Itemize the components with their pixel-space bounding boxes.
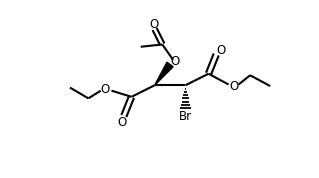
Text: O: O — [216, 44, 226, 57]
Text: O: O — [171, 55, 180, 68]
Text: Br: Br — [179, 110, 192, 123]
Polygon shape — [155, 62, 173, 85]
Text: O: O — [101, 83, 110, 96]
Text: O: O — [229, 80, 239, 93]
Text: O: O — [149, 18, 159, 31]
Text: O: O — [118, 116, 127, 130]
